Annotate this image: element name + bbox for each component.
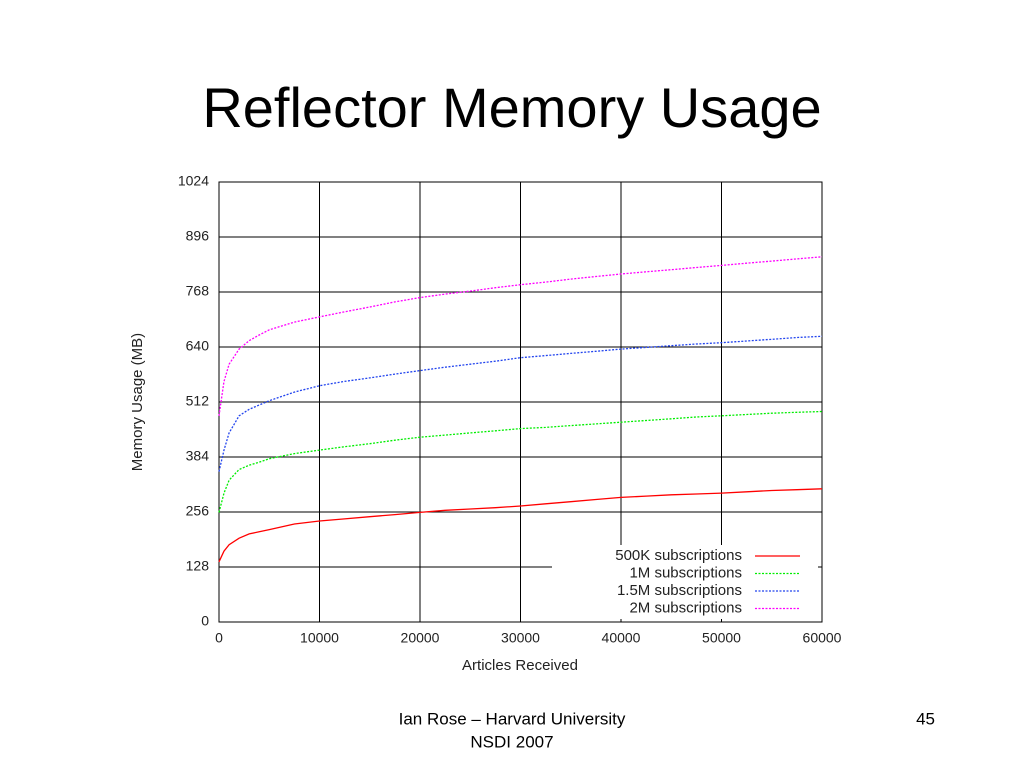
series-line [218, 488, 823, 563]
x-tick-label: 10000 [300, 630, 339, 646]
page-number: 45 [916, 709, 935, 728]
y-tick-label: 256 [186, 503, 210, 519]
y-tick-label: 768 [186, 283, 210, 299]
slide-title: Reflector Memory Usage [202, 76, 821, 139]
series-line [218, 256, 823, 416]
y-tick-label: 384 [186, 448, 210, 464]
series-line [218, 410, 823, 513]
legend-label: 500K subscriptions [615, 547, 742, 564]
y-tick-label: 1024 [178, 173, 209, 189]
x-tick-label: 20000 [401, 630, 440, 646]
legend-label: 1M subscriptions [629, 564, 742, 581]
y-tick-label: 0 [201, 613, 209, 629]
plot-frame [218, 181, 823, 623]
x-tick-label: 40000 [602, 630, 641, 646]
y-tick-label: 128 [186, 558, 210, 574]
x-axis-label: Articles Received [462, 657, 578, 674]
y-tick-label: 896 [186, 228, 210, 244]
y-axis-label: Memory Usage (MB) [129, 333, 146, 471]
x-tick-label: 60000 [803, 630, 842, 646]
x-tick-label: 30000 [501, 630, 540, 646]
y-tick-label: 640 [186, 338, 210, 354]
legend-label: 2M subscriptions [629, 599, 742, 616]
series-line [218, 335, 823, 472]
legend-label: 1.5M subscriptions [617, 582, 742, 599]
footer-line: NSDI 2007 [470, 732, 553, 751]
legend-box [552, 545, 818, 619]
x-tick-label: 0 [215, 630, 223, 646]
y-tick-label: 512 [186, 393, 210, 409]
x-tick-label: 50000 [702, 630, 741, 646]
footer-line: Ian Rose – Harvard University [399, 709, 626, 728]
